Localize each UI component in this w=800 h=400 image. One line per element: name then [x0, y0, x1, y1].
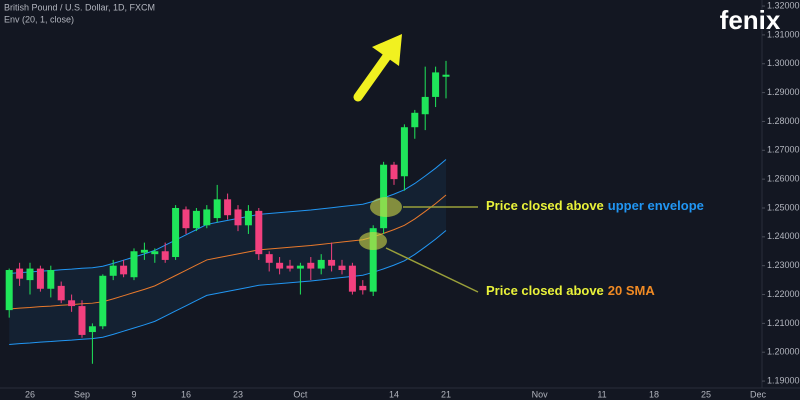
x-tick-label: 18: [649, 389, 659, 399]
y-tick-label: 1.30000: [767, 58, 800, 68]
candle-body: [16, 268, 24, 279]
candle-body: [130, 251, 138, 278]
candle-body: [432, 72, 440, 97]
candle-body: [348, 265, 356, 292]
candle-body: [109, 265, 117, 276]
envelope-band: [9, 159, 446, 345]
x-tick-label: 14: [389, 389, 399, 399]
candle-body: [172, 207, 180, 258]
candle-body: [421, 96, 429, 115]
candle-body: [255, 210, 263, 255]
candle-body: [317, 259, 325, 269]
highlight-oval: [370, 197, 402, 217]
candle-body: [161, 251, 169, 260]
candle-body: [359, 285, 367, 291]
y-tick-label: 1.20000: [767, 347, 800, 357]
y-tick-label: 1.28000: [767, 116, 800, 126]
annotation-highlight: upper envelope: [608, 198, 704, 213]
candle-body: [57, 285, 65, 301]
candle-body: [265, 254, 273, 263]
candle-body: [68, 300, 76, 307]
highlight-oval: [359, 232, 387, 250]
y-tick-label: 1.25000: [767, 202, 800, 212]
y-tick-label: 1.27000: [767, 145, 800, 155]
candle-body: [182, 209, 190, 229]
candle-body: [276, 262, 284, 269]
candle-body: [400, 127, 408, 177]
candle-body: [442, 74, 450, 77]
candle-body: [234, 209, 242, 226]
x-tick-label: Dec: [750, 389, 767, 399]
connector: [385, 247, 479, 293]
candle-body: [120, 265, 128, 275]
candle-body: [307, 262, 315, 269]
x-tick-label: 23: [233, 389, 243, 399]
candle-body: [390, 164, 398, 180]
x-tick-label: Sep: [74, 389, 90, 399]
x-tick-label: 11: [597, 389, 606, 399]
candle-body: [192, 210, 200, 229]
x-tick-label: 25: [701, 389, 711, 399]
x-tick-label: 9: [131, 389, 136, 399]
candle-body: [244, 210, 252, 226]
logo: fenix: [720, 5, 781, 35]
candle-body: [369, 228, 377, 292]
candle-body: [328, 259, 336, 266]
chart-title: British Pound / U.S. Dollar, 1D, FXCM: [4, 2, 155, 12]
candle-body: [286, 265, 294, 269]
y-tick-label: 1.29000: [767, 87, 800, 97]
y-tick-label: 1.22000: [767, 289, 800, 299]
y-tick-label: 1.32000: [767, 0, 800, 10]
x-tick-label: Nov: [532, 389, 549, 399]
indicator-label: Env (20, 1, close): [4, 14, 74, 24]
annotation-text: Price closed above: [486, 198, 604, 213]
candle-body: [140, 249, 148, 253]
y-tick-label: 1.21000: [767, 318, 800, 328]
y-tick-label: 1.19000: [767, 375, 800, 385]
annotation: Price closed above upper envelope: [486, 198, 704, 213]
trend-arrow: [353, 47, 395, 102]
y-tick-label: 1.24000: [767, 231, 800, 241]
x-tick-label: 16: [181, 389, 191, 399]
candle-body: [338, 265, 346, 271]
x-tick-label: Oct: [293, 389, 308, 399]
candle-body: [36, 268, 44, 289]
candle-body: [88, 326, 96, 333]
candle-body: [78, 306, 86, 335]
x-tick-label: 21: [441, 389, 451, 399]
trend-arrow-head: [372, 34, 402, 66]
candle-body: [411, 112, 419, 128]
candle-body: [203, 209, 211, 226]
annotation-text: Price closed above: [486, 283, 604, 298]
candle-body: [99, 275, 107, 327]
candle-body: [151, 251, 159, 255]
plot-area: [5, 60, 450, 364]
y-tick-label: 1.23000: [767, 260, 800, 270]
candle-body: [5, 270, 13, 311]
candle-body: [224, 199, 232, 216]
annotation: Price closed above 20 SMA: [486, 283, 655, 298]
candle-body: [380, 164, 388, 229]
y-tick-label: 1.26000: [767, 174, 800, 184]
candle-body: [26, 268, 34, 281]
overlay: [353, 34, 479, 293]
y-tick-label: 1.31000: [767, 29, 800, 39]
candle-body: [47, 270, 55, 289]
candle-body: [213, 199, 221, 219]
candle-body: [296, 265, 304, 269]
annotation-highlight: 20 SMA: [608, 283, 656, 298]
x-tick-label: 26: [25, 389, 35, 399]
